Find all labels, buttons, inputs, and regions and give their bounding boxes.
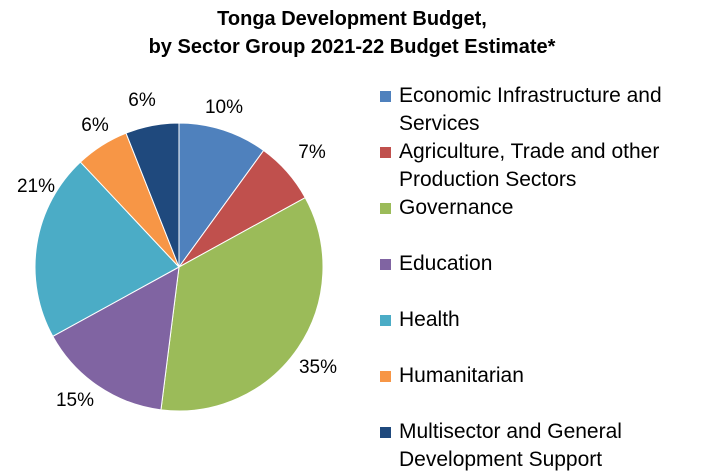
legend-label: Agriculture, Trade and other Production … — [399, 140, 660, 191]
pie-slice — [160, 196, 324, 412]
slice-data-label: 15% — [56, 390, 94, 411]
legend-swatch — [380, 91, 391, 102]
pie-slice — [178, 122, 265, 269]
slice-data-label: 6% — [128, 90, 156, 111]
legend-label: Humanitarian — [399, 364, 524, 387]
slice-data-label: 35% — [299, 357, 337, 378]
legend-swatch — [380, 259, 391, 270]
slice-data-label: 21% — [17, 176, 55, 197]
chart-title: Tonga Development Budget, — [217, 8, 487, 30]
legend-label: Multisector and General Development Supp… — [399, 420, 622, 471]
legend-swatch — [380, 147, 391, 158]
legend-label: Governance — [399, 196, 514, 219]
legend-swatch — [380, 315, 391, 326]
legend-swatch — [380, 203, 391, 214]
slice-data-label: 6% — [81, 115, 109, 136]
slice-data-label: 10% — [205, 97, 243, 118]
legend-label: Health — [399, 308, 460, 331]
legend-swatch — [380, 371, 391, 382]
legend-swatch — [380, 427, 391, 438]
legend-label: Economic Infrastructure and Services — [399, 84, 662, 135]
slice-data-label: 7% — [298, 142, 326, 163]
legend-label: Education — [399, 252, 493, 275]
pie-slice — [125, 122, 180, 268]
chart-subtitle: by Sector Group 2021-22 Budget Estimate* — [148, 36, 556, 58]
pie-slice — [34, 161, 180, 338]
pie-slice — [52, 266, 180, 411]
